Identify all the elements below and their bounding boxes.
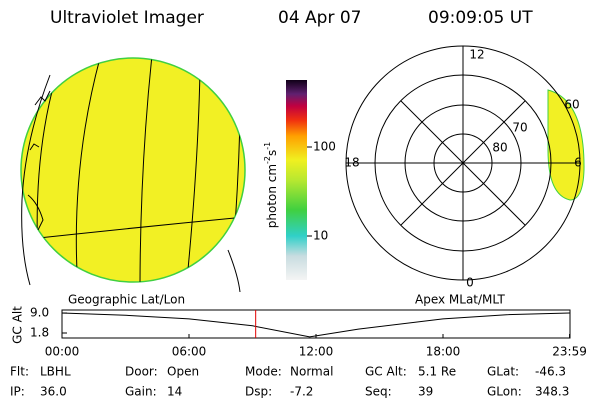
x-tick-label: 06:00 bbox=[172, 345, 207, 359]
status-value: 36.0 bbox=[40, 385, 67, 399]
alt-plot-frame bbox=[61, 309, 571, 339]
status-label: Flt: bbox=[10, 365, 29, 379]
mlat-label: 60 bbox=[564, 98, 579, 112]
date: 04 Apr 07 bbox=[278, 8, 361, 28]
time: 09:09:05 UT bbox=[428, 8, 533, 28]
status-value: 5.1 Re bbox=[418, 365, 456, 379]
unit: photon cm bbox=[265, 164, 279, 228]
x-tick-label: 00:00 bbox=[45, 345, 80, 359]
status-label: Dsp: bbox=[245, 385, 272, 399]
status-label: Mode: bbox=[245, 365, 282, 379]
unit: s bbox=[265, 150, 279, 156]
mlt-label: 18 bbox=[344, 156, 359, 170]
status-value: 348.3 bbox=[535, 385, 569, 399]
instrument: Ultraviolet Imager bbox=[50, 8, 204, 28]
x-tick-label: 23:59 bbox=[552, 345, 587, 359]
status-label: IP: bbox=[10, 385, 25, 399]
right-caption: Apex MLat/MLT bbox=[415, 293, 505, 307]
alt-axis-label: GC Alt bbox=[11, 306, 25, 344]
mlt-label: 12 bbox=[469, 48, 484, 62]
x-tick-label: 18:00 bbox=[426, 345, 461, 359]
mlat-label: 80 bbox=[492, 141, 507, 155]
polar-grid bbox=[345, 45, 585, 281]
status-value: Open bbox=[167, 365, 199, 379]
unit-exp: -1 bbox=[263, 142, 272, 150]
status-label: Door: bbox=[125, 365, 158, 379]
status-value: -7.2 bbox=[290, 385, 313, 399]
status-label: GC Alt: bbox=[365, 365, 407, 379]
y-tick-label: 9.0 bbox=[30, 306, 49, 320]
mlt-label: 6 bbox=[574, 156, 582, 170]
status-value: 39 bbox=[418, 385, 433, 399]
status-label: Gain: bbox=[125, 385, 157, 399]
status-value: LBHL bbox=[40, 365, 71, 379]
left-image bbox=[20, 57, 246, 293]
colorbar-label: photon cm-2s-1 bbox=[263, 142, 279, 229]
status-value: -46.3 bbox=[535, 365, 566, 379]
altitude-line bbox=[61, 312, 570, 338]
unit-exp: -2 bbox=[263, 156, 272, 164]
left-caption: Geographic Lat/Lon bbox=[68, 293, 185, 307]
status-label: GLon: bbox=[487, 385, 522, 399]
status-label: Seq: bbox=[365, 385, 392, 399]
colorbar bbox=[286, 80, 312, 280]
colorbar-tick: 10 bbox=[313, 229, 328, 243]
status-value: Normal bbox=[290, 365, 333, 379]
status-value: 14 bbox=[167, 385, 182, 399]
y-tick-label: 1.8 bbox=[30, 326, 49, 340]
mlat-label: 70 bbox=[512, 121, 527, 135]
colorbar-tick: 100 bbox=[313, 140, 336, 154]
x-tick-label: 12:00 bbox=[299, 345, 334, 359]
mlt-label: 0 bbox=[466, 276, 474, 290]
status-label: GLat: bbox=[487, 365, 519, 379]
